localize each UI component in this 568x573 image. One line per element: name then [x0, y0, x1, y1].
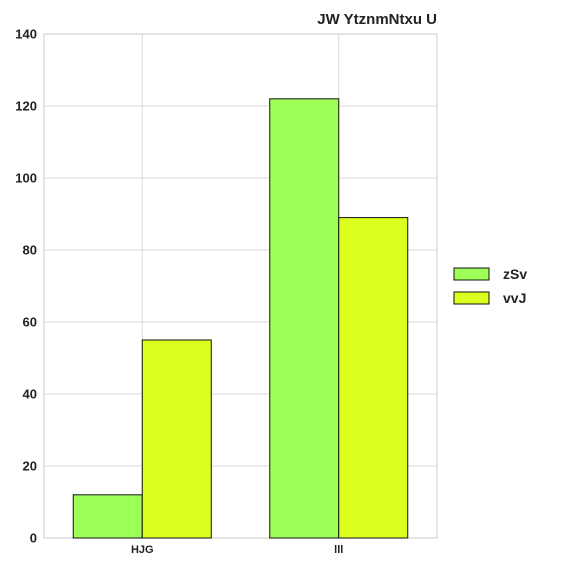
y-tick-label: 80 [23, 243, 37, 258]
chart-title: JW YtznmNtxu U [317, 11, 437, 28]
bar [72, 494, 143, 539]
x-tick-label: HJG [131, 544, 154, 556]
x-tick-label: lll [334, 544, 343, 556]
bar [141, 339, 212, 539]
plot-frame [43, 33, 438, 539]
legend-label: vvJ [503, 290, 526, 306]
y-tick-labels: 0 20 40 60 80 100 120 140 [15, 27, 37, 546]
axes [43, 33, 438, 539]
y-tick-label: 60 [23, 315, 37, 330]
bars [72, 98, 409, 539]
legend-label: zSv [503, 266, 527, 282]
y-tick-label: 100 [15, 171, 37, 186]
y-tick-label: 140 [15, 27, 37, 42]
y-tick-label: 40 [23, 387, 37, 402]
legend: zSv vvJ [453, 266, 527, 306]
x-tick-labels: HJG lll [131, 544, 343, 556]
bar [269, 98, 340, 539]
bar [338, 217, 409, 539]
y-tick-label: 20 [23, 459, 37, 474]
legend-swatch [453, 291, 490, 305]
y-tick-label: 120 [15, 99, 37, 114]
legend-swatch [453, 267, 490, 281]
y-tick-label: 0 [30, 531, 37, 546]
